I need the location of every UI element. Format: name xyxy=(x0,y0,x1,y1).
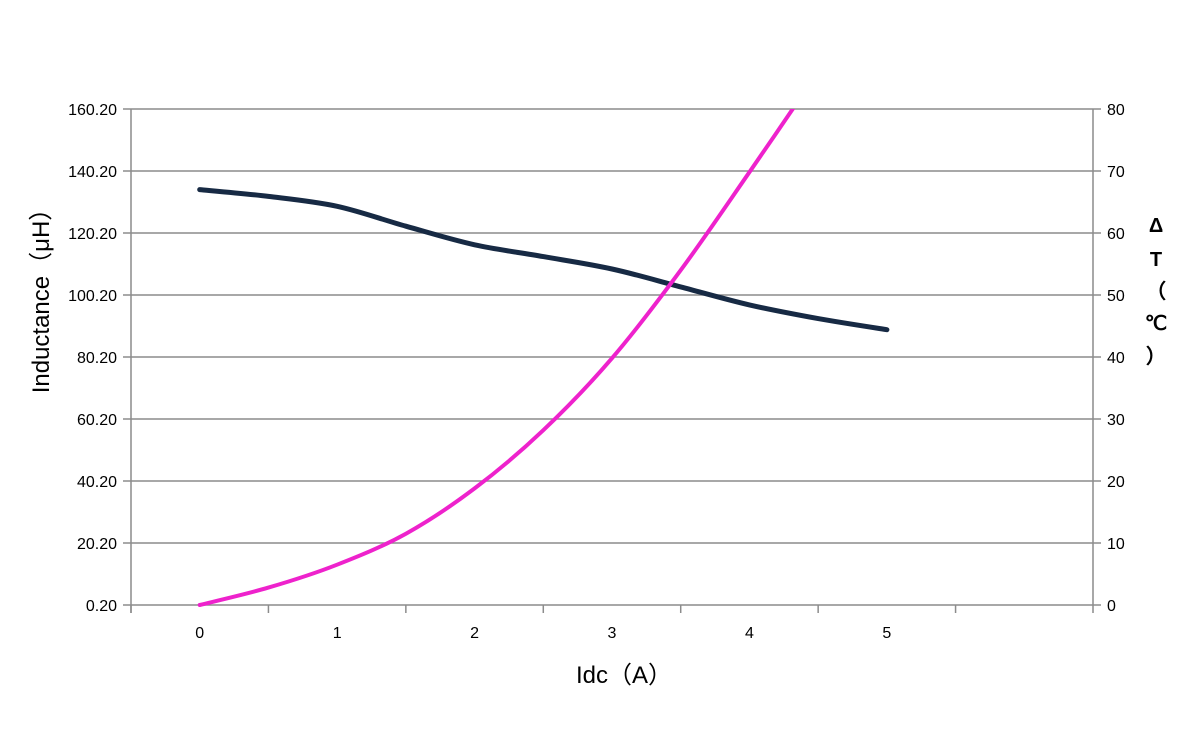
y2-axis-title-char: ） xyxy=(1146,345,1166,368)
x-axis-title: Idc（A） xyxy=(576,662,672,689)
axes xyxy=(123,108,1101,613)
x-tick-label: 3 xyxy=(608,625,617,642)
y-tick-labels: 0.20 20.20 40.20 60.20 80.20 100.20 120.20 140.… xyxy=(68,102,117,615)
y2-tick-label: 60 xyxy=(1107,226,1125,243)
y-tick-label: 140.20 xyxy=(68,164,117,181)
y2-axis-title: ΔT （ ℃ ） xyxy=(1145,215,1167,368)
y2-tick-label: 70 xyxy=(1107,164,1125,181)
y2-axis-title-char: （ xyxy=(1146,280,1166,303)
temperature-rise-line xyxy=(197,109,796,607)
series-lines xyxy=(197,109,890,607)
y2-tick-label: 40 xyxy=(1107,350,1125,367)
y2-tick-label: 50 xyxy=(1107,288,1125,305)
y2-axis-title-char: T xyxy=(1150,249,1162,271)
y-tick-label: 80.20 xyxy=(77,350,117,367)
y2-axis-title-char: Δ xyxy=(1149,215,1163,237)
y-tick-label: 120.20 xyxy=(68,226,117,243)
x-tick-label: 1 xyxy=(333,625,342,642)
y2-tick-label: 80 xyxy=(1107,102,1125,119)
y2-tick-label: 0 xyxy=(1107,598,1116,615)
y2-tick-label: 20 xyxy=(1107,474,1125,491)
y2-tick-label: 10 xyxy=(1107,536,1125,553)
x-tick-label: 4 xyxy=(745,625,754,642)
y-tick-label: 60.20 xyxy=(77,412,117,429)
y-tick-label: 160.20 xyxy=(68,102,117,119)
y-tick-label: 20.20 xyxy=(77,536,117,553)
x-tick-labels: 0 1 2 3 4 5 xyxy=(195,625,891,642)
x-tick-label: 0 xyxy=(195,625,204,642)
y-tick-label: 40.20 xyxy=(77,474,117,491)
y2-tick-labels: 0 10 20 30 40 50 60 70 80 xyxy=(1107,102,1125,615)
y-tick-label: 100.20 xyxy=(68,288,117,305)
gridlines xyxy=(131,108,1093,544)
y-axis-title: Inductance（μH） xyxy=(28,197,55,394)
x-tick-label: 2 xyxy=(470,625,479,642)
inductance-line xyxy=(197,187,890,333)
y2-tick-label: 30 xyxy=(1107,412,1125,429)
y-tick-label: 0.20 xyxy=(86,598,117,615)
x-tick-label: 5 xyxy=(882,625,891,642)
y2-axis-title-char: ℃ xyxy=(1145,313,1167,335)
